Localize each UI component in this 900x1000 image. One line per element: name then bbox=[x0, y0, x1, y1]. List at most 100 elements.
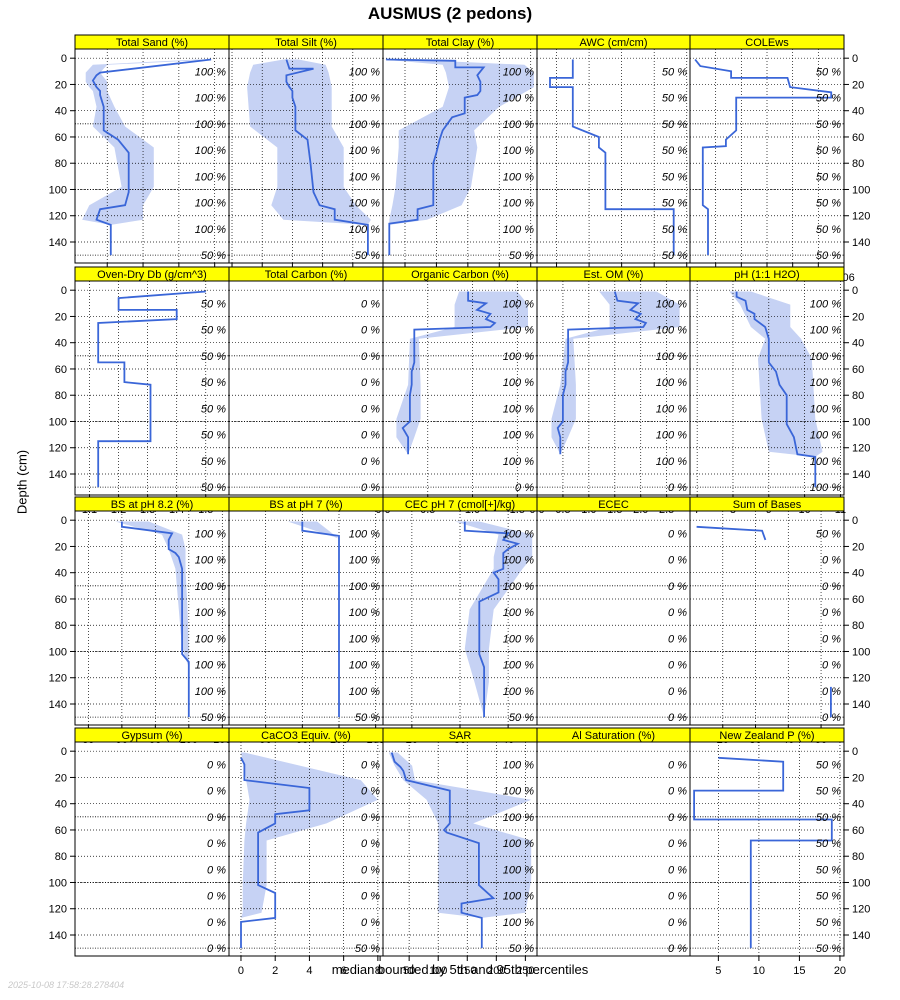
panel-15-pct-label: 0 % bbox=[822, 660, 841, 672]
panel-16-pct-label: 0 % bbox=[207, 786, 226, 798]
panel-18-pct-label: 50 % bbox=[509, 943, 534, 955]
panel-14-pct-label: 0 % bbox=[668, 633, 687, 645]
panel-15-median-line bbox=[696, 525, 832, 718]
panel-5-pct-label: 50 % bbox=[816, 198, 841, 210]
panel-18-pct-label: 100 % bbox=[503, 812, 534, 824]
panel-16-pct-label: 0 % bbox=[207, 943, 226, 955]
panel-7-pct-label: 0 % bbox=[361, 325, 380, 337]
panel-11-pct-label: 100 % bbox=[195, 686, 226, 698]
panel-17-pct-label: 0 % bbox=[361, 759, 380, 771]
row1-ytick-label-left: 20 bbox=[55, 79, 67, 91]
panel-1-pct-label: 100 % bbox=[195, 145, 226, 157]
panel-17-strip-title: CaCO3 Equiv. (%) bbox=[261, 730, 351, 742]
panel-13-percentile-band bbox=[455, 521, 533, 718]
row3-ytick-label-right: 40 bbox=[852, 568, 864, 580]
panel-13-strip-title: CEC pH 7 (cmol[+]/kg) bbox=[405, 499, 515, 511]
panel-11-percentile-band bbox=[115, 521, 189, 718]
panel-18-xtick-label: 100 bbox=[429, 965, 447, 977]
panel-8-pct-label: 0 % bbox=[515, 482, 534, 494]
panel-19-pct-label: 0 % bbox=[668, 812, 687, 824]
panel-20-xtick-label: 5 bbox=[715, 965, 721, 977]
row3-ytick-label-right: 0 bbox=[852, 515, 858, 527]
row3-ytick-label-right: 20 bbox=[852, 541, 864, 553]
timestamp: 2025-10-08 17:58:28.278404 bbox=[8, 980, 125, 990]
panel-13-median-line bbox=[463, 521, 521, 718]
panel-14-strip-title: ECEC bbox=[598, 499, 629, 511]
panel-15-strip-title: Sum of Bases bbox=[733, 499, 802, 511]
panel-4-pct-label: 50 % bbox=[662, 198, 687, 210]
panel-11-median-line bbox=[121, 521, 190, 718]
panel-18-xtick-label: 200 bbox=[487, 965, 505, 977]
panel-2-pct-label: 100 % bbox=[349, 171, 380, 183]
panel-18-median-line bbox=[390, 752, 496, 949]
panel-14-pct-label: 0 % bbox=[668, 555, 687, 567]
panel-20-strip-title: New Zealand P (%) bbox=[719, 730, 814, 742]
panel-10-pct-label: 100 % bbox=[810, 403, 841, 415]
panel-8-pct-label: 100 % bbox=[503, 351, 534, 363]
row1-ytick-label-right: 140 bbox=[852, 237, 870, 249]
panel-18-pct-label: 100 % bbox=[503, 838, 534, 850]
panel-17-pct-label: 0 % bbox=[361, 917, 380, 929]
panel-6-pct-label: 50 % bbox=[201, 377, 226, 389]
panel-7-strip-title: Total Carbon (%) bbox=[265, 269, 348, 281]
row3-ytick-label-left: 40 bbox=[55, 568, 67, 580]
panel-2-pct-label: 100 % bbox=[349, 145, 380, 157]
panel-9-pct-label: 100 % bbox=[656, 403, 687, 415]
panel-17-xtick-label: 2 bbox=[272, 965, 278, 977]
row1-ytick-label-left: 0 bbox=[61, 53, 67, 65]
row4-ytick-label-left: 100 bbox=[49, 877, 67, 889]
panel-13-pct-label: 100 % bbox=[503, 581, 534, 593]
panel-8-pct-label: 100 % bbox=[503, 298, 534, 310]
panel-17-xtick-label: 6 bbox=[341, 965, 347, 977]
panel-4-pct-label: 50 % bbox=[662, 119, 687, 131]
row1-ytick-label-left: 40 bbox=[55, 106, 67, 118]
panel-19-strip-title: Al Saturation (%) bbox=[572, 730, 655, 742]
row4-ytick-label-left: 60 bbox=[55, 825, 67, 837]
panel-10-pct-label: 100 % bbox=[810, 298, 841, 310]
row2-ytick-label-left: 140 bbox=[49, 469, 67, 481]
panel-13-pct-label: 100 % bbox=[503, 528, 534, 540]
panel-16-pct-label: 0 % bbox=[207, 759, 226, 771]
row4-ytick-label-right: 40 bbox=[852, 799, 864, 811]
panel-14-pct-label: 0 % bbox=[668, 528, 687, 540]
row3-ytick-label-left: 20 bbox=[55, 541, 67, 553]
panel-5-pct-label: 50 % bbox=[816, 119, 841, 131]
panel-15-pct-label: 0 % bbox=[822, 607, 841, 619]
panel-1-median-line bbox=[91, 58, 212, 256]
panel-7-pct-label: 0 % bbox=[361, 482, 380, 494]
panel-8-pct-label: 100 % bbox=[503, 403, 534, 415]
panel-8-pct-label: 100 % bbox=[503, 456, 534, 468]
row2-ytick-label-right: 120 bbox=[852, 443, 870, 455]
panel-11-pct-label: 100 % bbox=[195, 528, 226, 540]
panel-10-strip-title: pH (1:1 H2O) bbox=[734, 269, 799, 281]
panel-13-pct-label: 100 % bbox=[503, 660, 534, 672]
panel-1-pct-label: 100 % bbox=[195, 171, 226, 183]
row1-ytick-label-left: 100 bbox=[49, 184, 67, 196]
row2-ytick-label-right: 40 bbox=[852, 338, 864, 350]
panel-6-pct-label: 50 % bbox=[201, 430, 226, 442]
row4-ytick-label-right: 120 bbox=[852, 904, 870, 916]
panel-6-pct-label: 50 % bbox=[201, 325, 226, 337]
row3-ytick-label-left: 60 bbox=[55, 594, 67, 606]
panel-11-pct-label: 100 % bbox=[195, 555, 226, 567]
panel-6-pct-label: 50 % bbox=[201, 298, 226, 310]
panel-1-pct-label: 100 % bbox=[195, 119, 226, 131]
panel-4-strip-title: AWC (cm/cm) bbox=[579, 37, 647, 49]
x-axis-label: median bounded by 5th and 95th percentil… bbox=[331, 962, 589, 977]
panel-16-pct-label: 0 % bbox=[207, 864, 226, 876]
panel-10-pct-label: 100 % bbox=[810, 325, 841, 337]
panel-3-pct-label: 100 % bbox=[503, 119, 534, 131]
panel-9-pct-label: 100 % bbox=[656, 430, 687, 442]
panel-19-pct-label: 0 % bbox=[668, 864, 687, 876]
panel-3-pct-label: 100 % bbox=[503, 66, 534, 78]
panel-17-pct-label: 0 % bbox=[361, 891, 380, 903]
row2-ytick-label-left: 100 bbox=[49, 416, 67, 428]
panel-10-median-line bbox=[735, 291, 817, 488]
panel-5-pct-label: 50 % bbox=[816, 171, 841, 183]
panel-3-pct-label: 100 % bbox=[503, 145, 534, 157]
row3-ytick-label-right: 140 bbox=[852, 699, 870, 711]
panel-10-pct-label: 100 % bbox=[810, 377, 841, 389]
panel-17-pct-label: 50 % bbox=[355, 943, 380, 955]
panel-12-pct-label: 100 % bbox=[349, 633, 380, 645]
panel-1-pct-label: 100 % bbox=[195, 224, 226, 236]
